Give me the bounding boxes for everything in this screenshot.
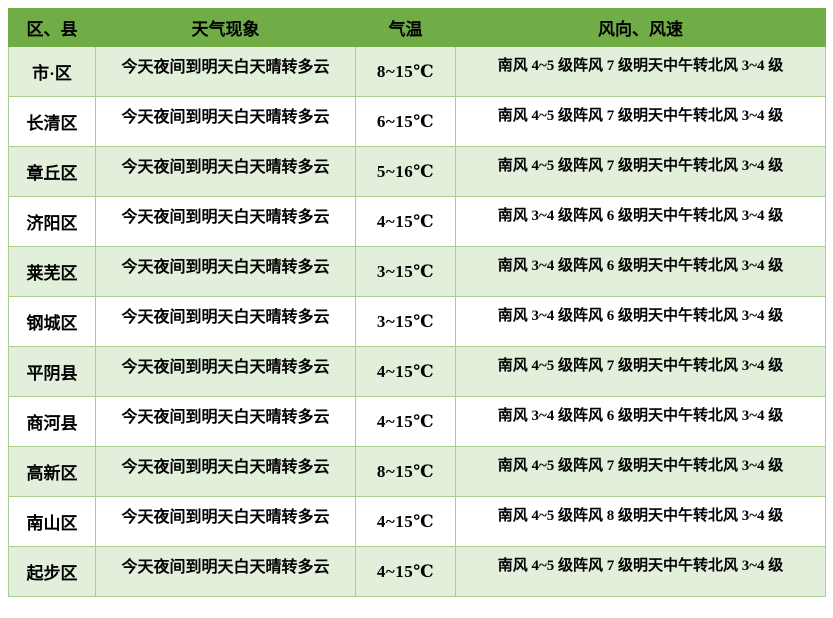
weather-text: 今天夜间到明天白天晴转多云: [95, 46, 356, 97]
district-name: 商河县: [8, 396, 96, 447]
weather-text: 今天夜间到明天白天晴转多云: [95, 546, 356, 597]
weather-forecast-table: 区、县 天气现象 气温 风向、风速 市·区 今天夜间到明天白天晴转多云 8~15…: [8, 8, 826, 597]
column-header-wind: 风向、风速: [455, 8, 826, 47]
table-row: 章丘区 今天夜间到明天白天晴转多云 5~16℃ 南风 4~5 级阵风 7 级明天…: [8, 146, 826, 197]
table-row: 市·区 今天夜间到明天白天晴转多云 8~15℃ 南风 4~5 级阵风 7 级明天…: [8, 46, 826, 97]
wind-text: 南风 4~5 级阵风 7 级明天中午转北风 3~4 级: [455, 346, 826, 397]
weather-text: 今天夜间到明天白天晴转多云: [95, 346, 356, 397]
table-row: 长清区 今天夜间到明天白天晴转多云 6~15℃ 南风 4~5 级阵风 7 级明天…: [8, 96, 826, 147]
district-name: 高新区: [8, 446, 96, 497]
temperature-value: 3~15℃: [355, 296, 456, 347]
district-name: 南山区: [8, 496, 96, 547]
weather-text: 今天夜间到明天白天晴转多云: [95, 96, 356, 147]
column-header-weather: 天气现象: [95, 8, 356, 47]
wind-text: 南风 3~4 级阵风 6 级明天中午转北风 3~4 级: [455, 396, 826, 447]
temperature-value: 4~15℃: [355, 546, 456, 597]
district-name: 平阴县: [8, 346, 96, 397]
table-row: 钢城区 今天夜间到明天白天晴转多云 3~15℃ 南风 3~4 级阵风 6 级明天…: [8, 296, 826, 347]
weather-text: 今天夜间到明天白天晴转多云: [95, 496, 356, 547]
weather-text: 今天夜间到明天白天晴转多云: [95, 296, 356, 347]
district-name: 钢城区: [8, 296, 96, 347]
temperature-value: 6~15℃: [355, 96, 456, 147]
weather-text: 今天夜间到明天白天晴转多云: [95, 146, 356, 197]
wind-text: 南风 3~4 级阵风 6 级明天中午转北风 3~4 级: [455, 196, 826, 247]
table-row: 平阴县 今天夜间到明天白天晴转多云 4~15℃ 南风 4~5 级阵风 7 级明天…: [8, 346, 826, 397]
column-header-temperature: 气温: [355, 8, 456, 47]
table-row: 商河县 今天夜间到明天白天晴转多云 4~15℃ 南风 3~4 级阵风 6 级明天…: [8, 396, 826, 447]
wind-text: 南风 4~5 级阵风 7 级明天中午转北风 3~4 级: [455, 446, 826, 497]
table-row: 莱芜区 今天夜间到明天白天晴转多云 3~15℃ 南风 3~4 级阵风 6 级明天…: [8, 246, 826, 297]
wind-text: 南风 4~5 级阵风 8 级明天中午转北风 3~4 级: [455, 496, 826, 547]
temperature-value: 4~15℃: [355, 396, 456, 447]
district-name: 章丘区: [8, 146, 96, 197]
district-name: 长清区: [8, 96, 96, 147]
temperature-value: 5~16℃: [355, 146, 456, 197]
district-name: 市·区: [8, 46, 96, 97]
weather-text: 今天夜间到明天白天晴转多云: [95, 396, 356, 447]
temperature-value: 4~15℃: [355, 496, 456, 547]
temperature-value: 8~15℃: [355, 46, 456, 97]
temperature-value: 8~15℃: [355, 446, 456, 497]
temperature-value: 4~15℃: [355, 346, 456, 397]
table-row: 南山区 今天夜间到明天白天晴转多云 4~15℃ 南风 4~5 级阵风 8 级明天…: [8, 496, 826, 547]
wind-text: 南风 4~5 级阵风 7 级明天中午转北风 3~4 级: [455, 546, 826, 597]
header-row: 区、县 天气现象 气温 风向、风速: [8, 8, 826, 47]
temperature-value: 3~15℃: [355, 246, 456, 297]
district-name: 莱芜区: [8, 246, 96, 297]
table-row: 起步区 今天夜间到明天白天晴转多云 4~15℃ 南风 4~5 级阵风 7 级明天…: [8, 546, 826, 597]
weather-text: 今天夜间到明天白天晴转多云: [95, 446, 356, 497]
wind-text: 南风 4~5 级阵风 7 级明天中午转北风 3~4 级: [455, 46, 826, 97]
wind-text: 南风 3~4 级阵风 6 级明天中午转北风 3~4 级: [455, 246, 826, 297]
table-row: 济阳区 今天夜间到明天白天晴转多云 4~15℃ 南风 3~4 级阵风 6 级明天…: [8, 196, 826, 247]
district-name: 济阳区: [8, 196, 96, 247]
district-name: 起步区: [8, 546, 96, 597]
wind-text: 南风 3~4 级阵风 6 级明天中午转北风 3~4 级: [455, 296, 826, 347]
column-header-district: 区、县: [8, 8, 96, 47]
wind-text: 南风 4~5 级阵风 7 级明天中午转北风 3~4 级: [455, 146, 826, 197]
weather-text: 今天夜间到明天白天晴转多云: [95, 246, 356, 297]
wind-text: 南风 4~5 级阵风 7 级明天中午转北风 3~4 级: [455, 96, 826, 147]
table-row: 高新区 今天夜间到明天白天晴转多云 8~15℃ 南风 4~5 级阵风 7 级明天…: [8, 446, 826, 497]
weather-text: 今天夜间到明天白天晴转多云: [95, 196, 356, 247]
temperature-value: 4~15℃: [355, 196, 456, 247]
